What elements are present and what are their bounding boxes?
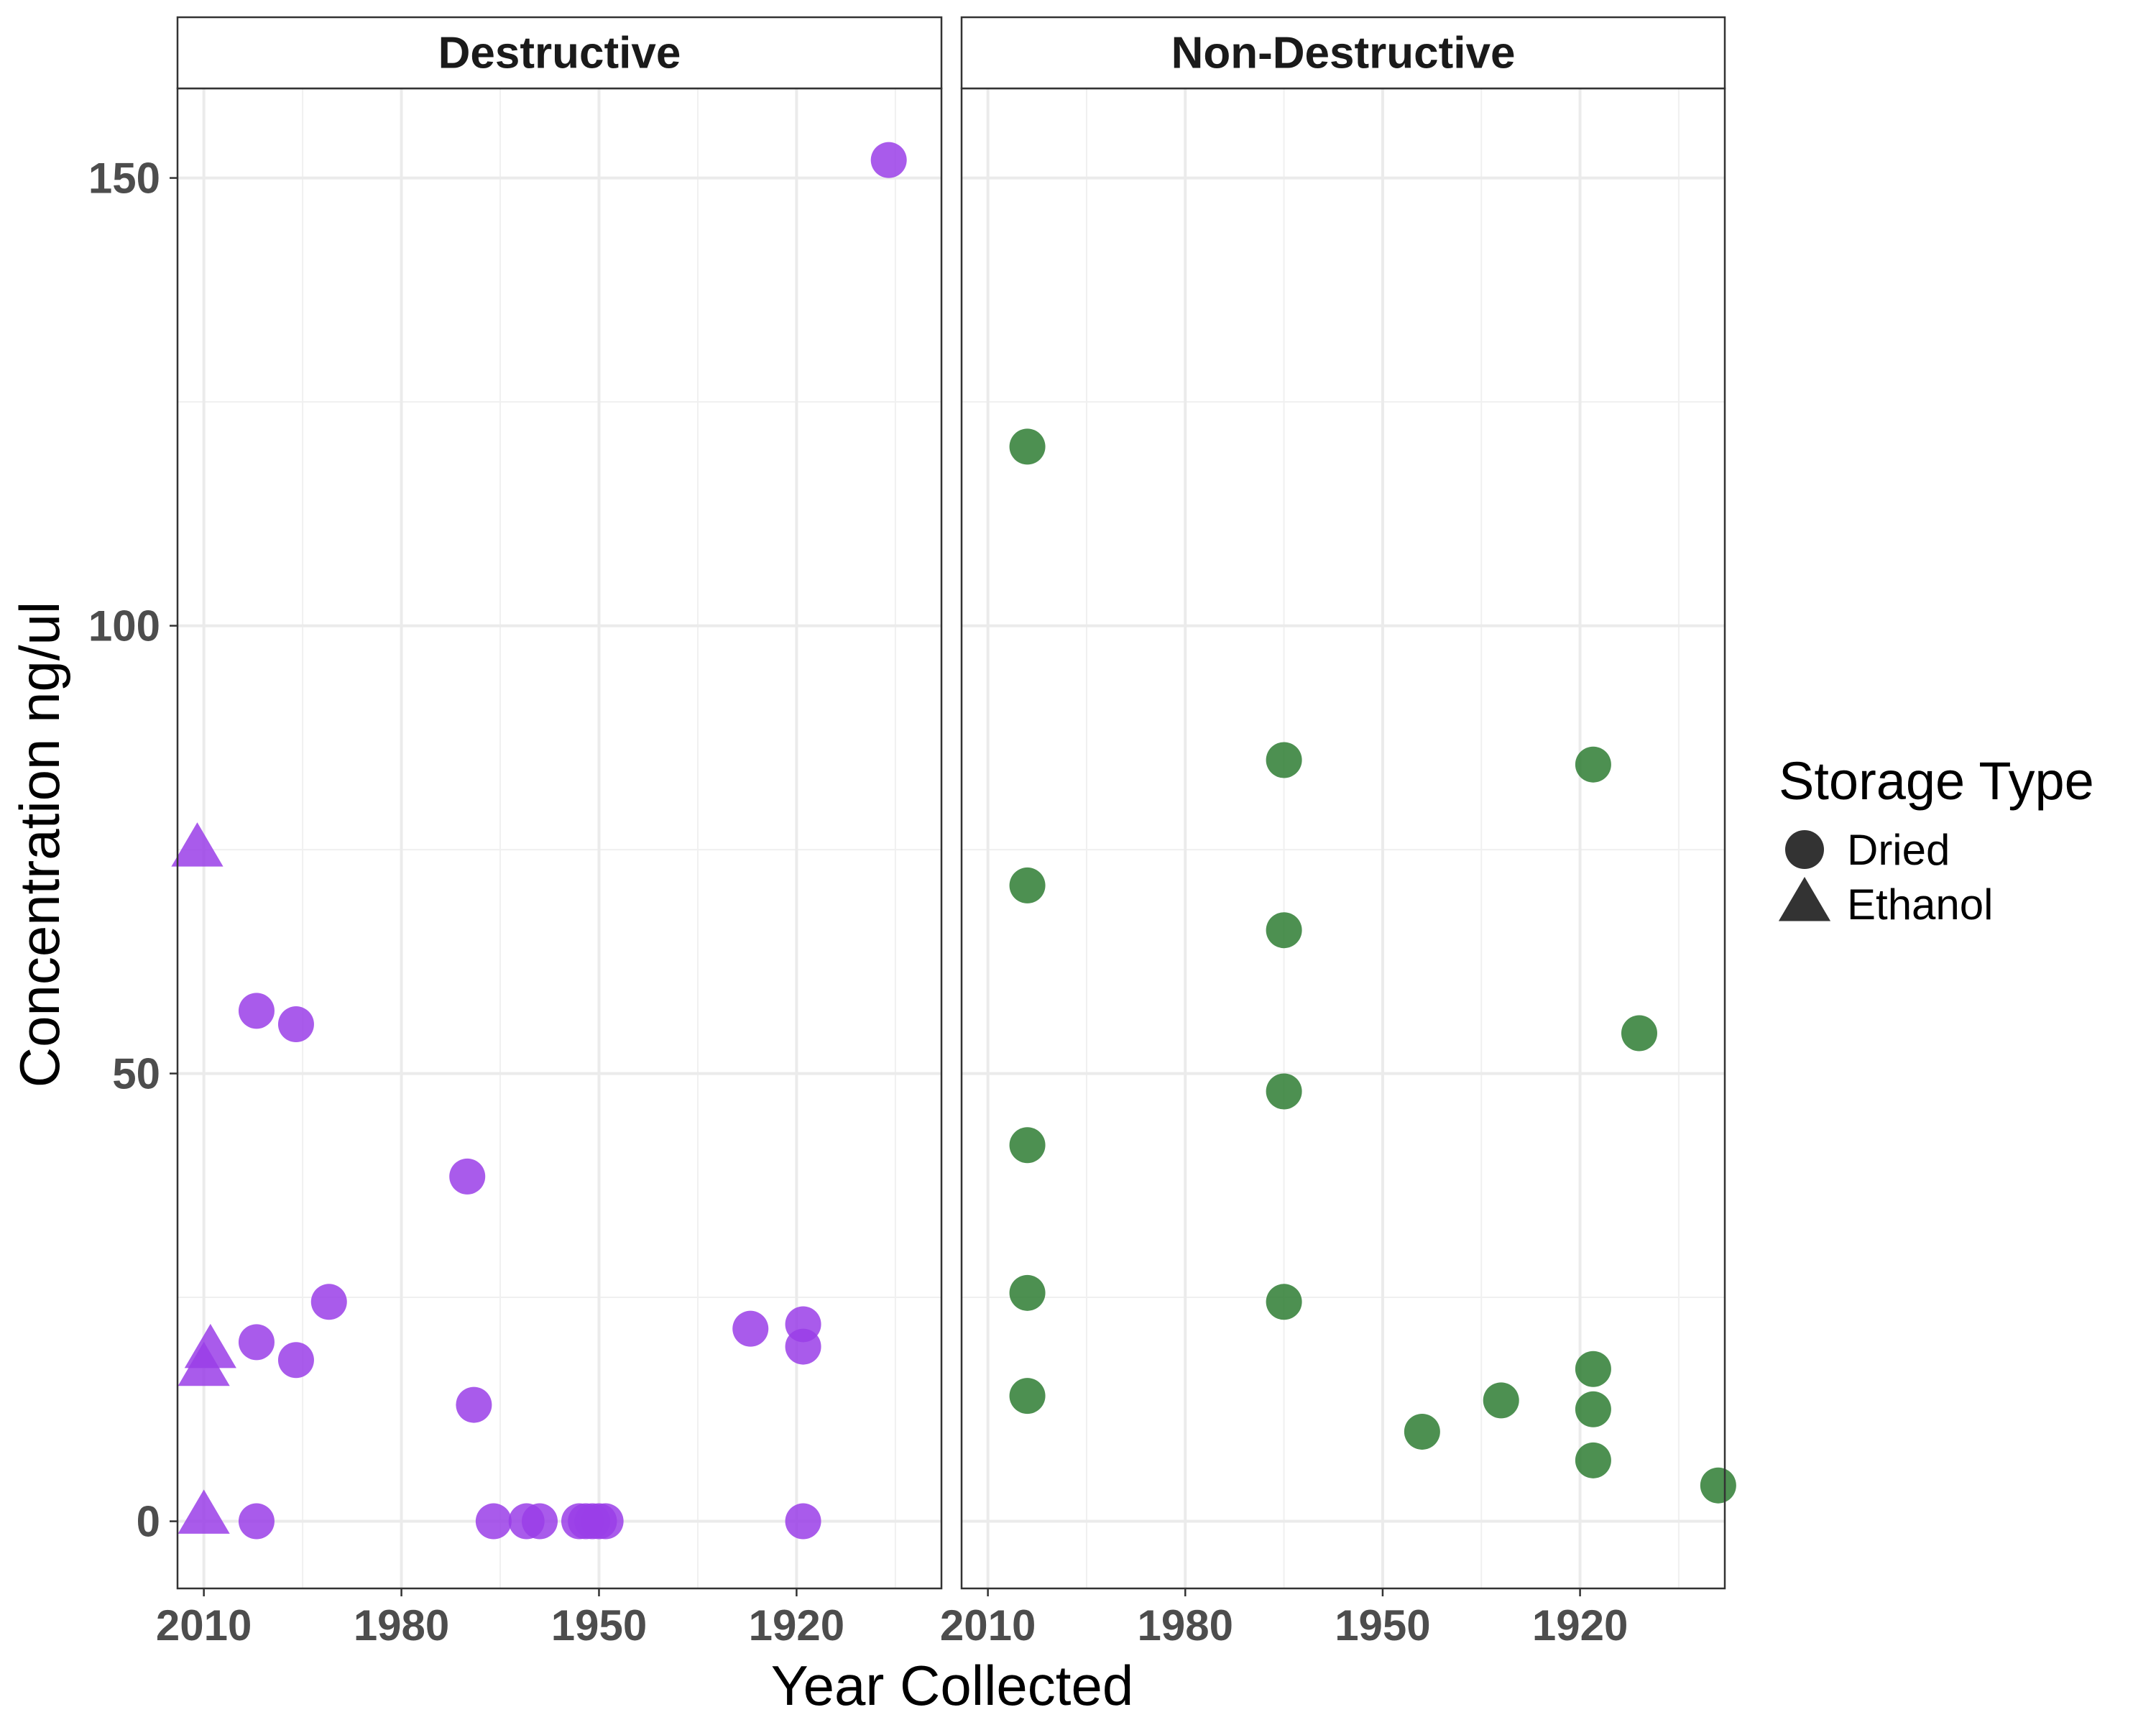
data-point-dried [238, 1503, 275, 1540]
facet-strip-label: Destructive [438, 29, 681, 78]
legend: Storage Type Dried Ethanol [1778, 751, 2094, 929]
data-point-dried [475, 1503, 512, 1540]
data-point-dried [277, 1342, 314, 1379]
data-point-dried [238, 993, 275, 1029]
data-point-dried [522, 1503, 558, 1540]
data-point-dried [870, 142, 907, 178]
y-tick-label: 0 [137, 1498, 160, 1546]
legend-label: Ethanol [1847, 880, 1994, 929]
data-point-ethanol [171, 822, 224, 867]
data-point-dried [277, 1006, 314, 1043]
data-point-dried [1700, 1467, 1736, 1504]
panel-1: Destructive 2010 1980 1950 1920 [156, 16, 943, 1650]
data-point-dried [1266, 1073, 1302, 1110]
data-point-dried [732, 1310, 769, 1347]
legend-title: Storage Type [1779, 751, 2094, 811]
x-tick-label: 2010 [156, 1601, 252, 1650]
data-point-dried [1266, 912, 1302, 949]
facet-strip [176, 16, 943, 90]
legend-item-dried: Dried [1785, 826, 1950, 874]
x-tick-label: 1980 [1138, 1601, 1233, 1650]
data-point-ethanol [178, 1341, 230, 1386]
x-axis-title: Year Collected [771, 1654, 1133, 1717]
facet-strip [960, 16, 1726, 90]
data-point-dried [785, 1503, 821, 1540]
x-tick-label: 1920 [749, 1601, 844, 1650]
data-point-dried [1404, 1413, 1440, 1450]
data-point-dried [1266, 742, 1302, 778]
data-point-dried [456, 1386, 492, 1423]
y-axis-ticks: 0 50 100 150 [88, 155, 178, 1546]
data-point-dried [1009, 1127, 1046, 1164]
data-point-dried [1575, 1442, 1611, 1478]
data-point-dried [449, 1158, 486, 1195]
x-tick-label: 1950 [1335, 1601, 1430, 1650]
facet-strip-label: Non-Destructive [1171, 29, 1516, 78]
x-tick-label: 2010 [940, 1601, 1036, 1650]
data-point-dried [1266, 1284, 1302, 1320]
data-point-dried [238, 1324, 275, 1361]
data-point-dried [1009, 1274, 1046, 1311]
legend-circle-icon [1785, 830, 1824, 869]
y-tick-label: 100 [88, 602, 160, 650]
data-point-dried [785, 1328, 821, 1365]
data-point-dried [1575, 1351, 1611, 1387]
data-point-dried [1009, 428, 1046, 465]
y-tick-label: 150 [88, 155, 160, 203]
data-point-dried [1621, 1015, 1657, 1052]
data-point-dried [1575, 1391, 1611, 1427]
legend-label: Dried [1847, 826, 1950, 874]
data-point-ethanol [178, 1489, 230, 1534]
panel-background [962, 88, 1725, 1588]
data-point-dried [1483, 1382, 1519, 1419]
y-axis-title: Concentration ng/ul [8, 602, 71, 1087]
x-tick-label: 1920 [1532, 1601, 1628, 1650]
panel-2: Non-Destructive 2010 1980 1950 1920 [940, 16, 1736, 1650]
data-point-dried [587, 1503, 624, 1540]
data-point-dried [310, 1284, 347, 1320]
x-tick-label: 1980 [354, 1601, 449, 1650]
legend-item-ethanol: Ethanol [1778, 877, 1994, 929]
x-tick-label: 1950 [551, 1601, 647, 1650]
legend-triangle-icon [1778, 877, 1831, 921]
data-point-dried [1009, 867, 1046, 903]
y-tick-label: 50 [112, 1050, 160, 1098]
data-point-dried [1009, 1378, 1046, 1414]
data-point-dried [1575, 746, 1611, 783]
